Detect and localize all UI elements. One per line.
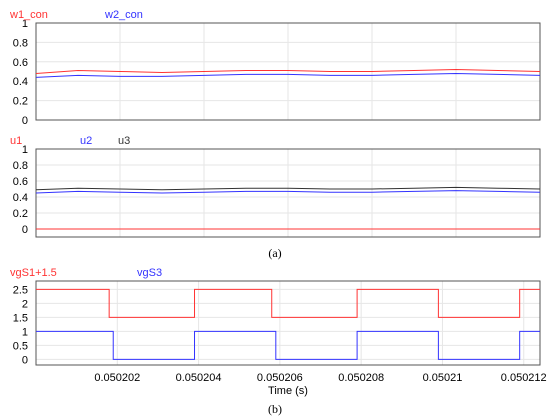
x-tick-label: 0.05021	[423, 372, 463, 384]
y-tick-label: 0.2	[13, 96, 28, 108]
y-tick-label: 0.6	[13, 57, 28, 69]
plot-frame	[35, 280, 541, 366]
x-tick-label: 0.050206	[257, 372, 303, 384]
y-tick-label: 0.4	[13, 76, 28, 88]
series-line-vgs1-1-5	[36, 288, 540, 318]
y-tick-label: 0	[22, 115, 28, 127]
x-tick-label: 0.050212	[501, 372, 547, 384]
plot-border	[35, 280, 541, 366]
caption-a: (a)	[268, 246, 281, 260]
gate-signals-panel: 0 0.5 1 1.5 2 2.5 0.050202 0.050204 0.050206 0.05…	[10, 267, 547, 397]
series-line-u2	[35, 190, 541, 194]
legend-entry: u2	[80, 135, 92, 147]
y-tick-label: 0.8	[13, 160, 28, 172]
x-tick-label: 0.050202	[94, 372, 140, 384]
legend-entry: vgS3	[137, 267, 162, 279]
y-tick-label: 0.8	[13, 37, 28, 49]
series-line-w1-con	[35, 69, 541, 74]
y-tick-label: 0.5	[13, 340, 28, 352]
series-line-vgs3	[36, 330, 540, 360]
series-line-w2-con	[35, 72, 541, 78]
legend-entry: u1	[10, 135, 22, 147]
legend-entry: u3	[118, 135, 130, 147]
y-tick-label: 1	[22, 326, 28, 338]
x-axis-title: Time (s)	[268, 385, 308, 397]
y-tick-label: 2	[22, 298, 28, 310]
legend-entry: w1_con	[9, 9, 48, 21]
x-tick-label: 0.050204	[176, 372, 222, 384]
x-tick-label: 0.050208	[338, 372, 384, 384]
y-tick-label: 0	[22, 224, 28, 236]
y-tick-label: 0.2	[13, 208, 28, 220]
legend-entry: vgS1+1.5	[10, 267, 57, 279]
caption-b: (b)	[268, 402, 282, 416]
y-tick-label: 0.6	[13, 176, 28, 188]
duty-cycle-panel: 0 0.2 0.4 0.6 0.8 1u1 u2 u3	[10, 135, 541, 238]
y-tick-label: 0	[22, 354, 28, 366]
y-tick-label: 1	[22, 18, 28, 30]
control-signals-panel: 0 0.2 0.4 0.6 0.8 1w1_con w2_con	[9, 9, 541, 127]
y-tick-label: 0.4	[13, 192, 28, 204]
series-line-u3	[35, 186, 541, 191]
y-tick-label: 2.5	[13, 284, 28, 296]
y-tick-label: 1	[22, 144, 28, 156]
legend-entry: w2_con	[104, 9, 143, 21]
y-tick-label: 1.5	[13, 312, 28, 324]
